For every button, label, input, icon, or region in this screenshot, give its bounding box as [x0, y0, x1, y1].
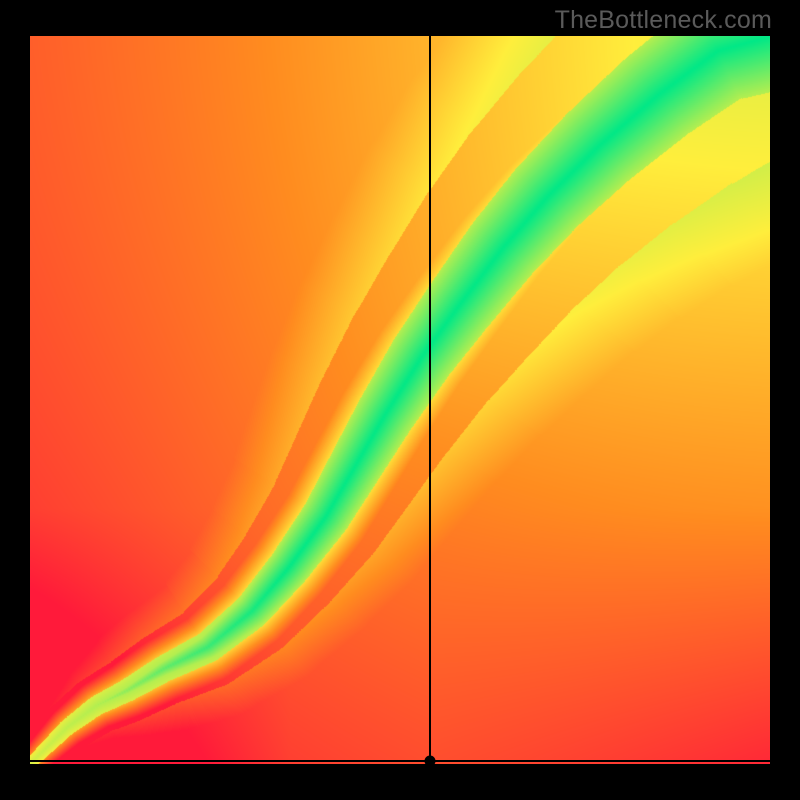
heatmap-plot-area — [30, 36, 770, 764]
watermark-text: TheBottleneck.com — [555, 6, 772, 35]
crosshair-vertical-line — [429, 36, 431, 764]
crosshair-horizontal-line — [30, 760, 770, 762]
crosshair-marker-dot — [424, 756, 435, 765]
heatmap-canvas — [30, 36, 770, 764]
